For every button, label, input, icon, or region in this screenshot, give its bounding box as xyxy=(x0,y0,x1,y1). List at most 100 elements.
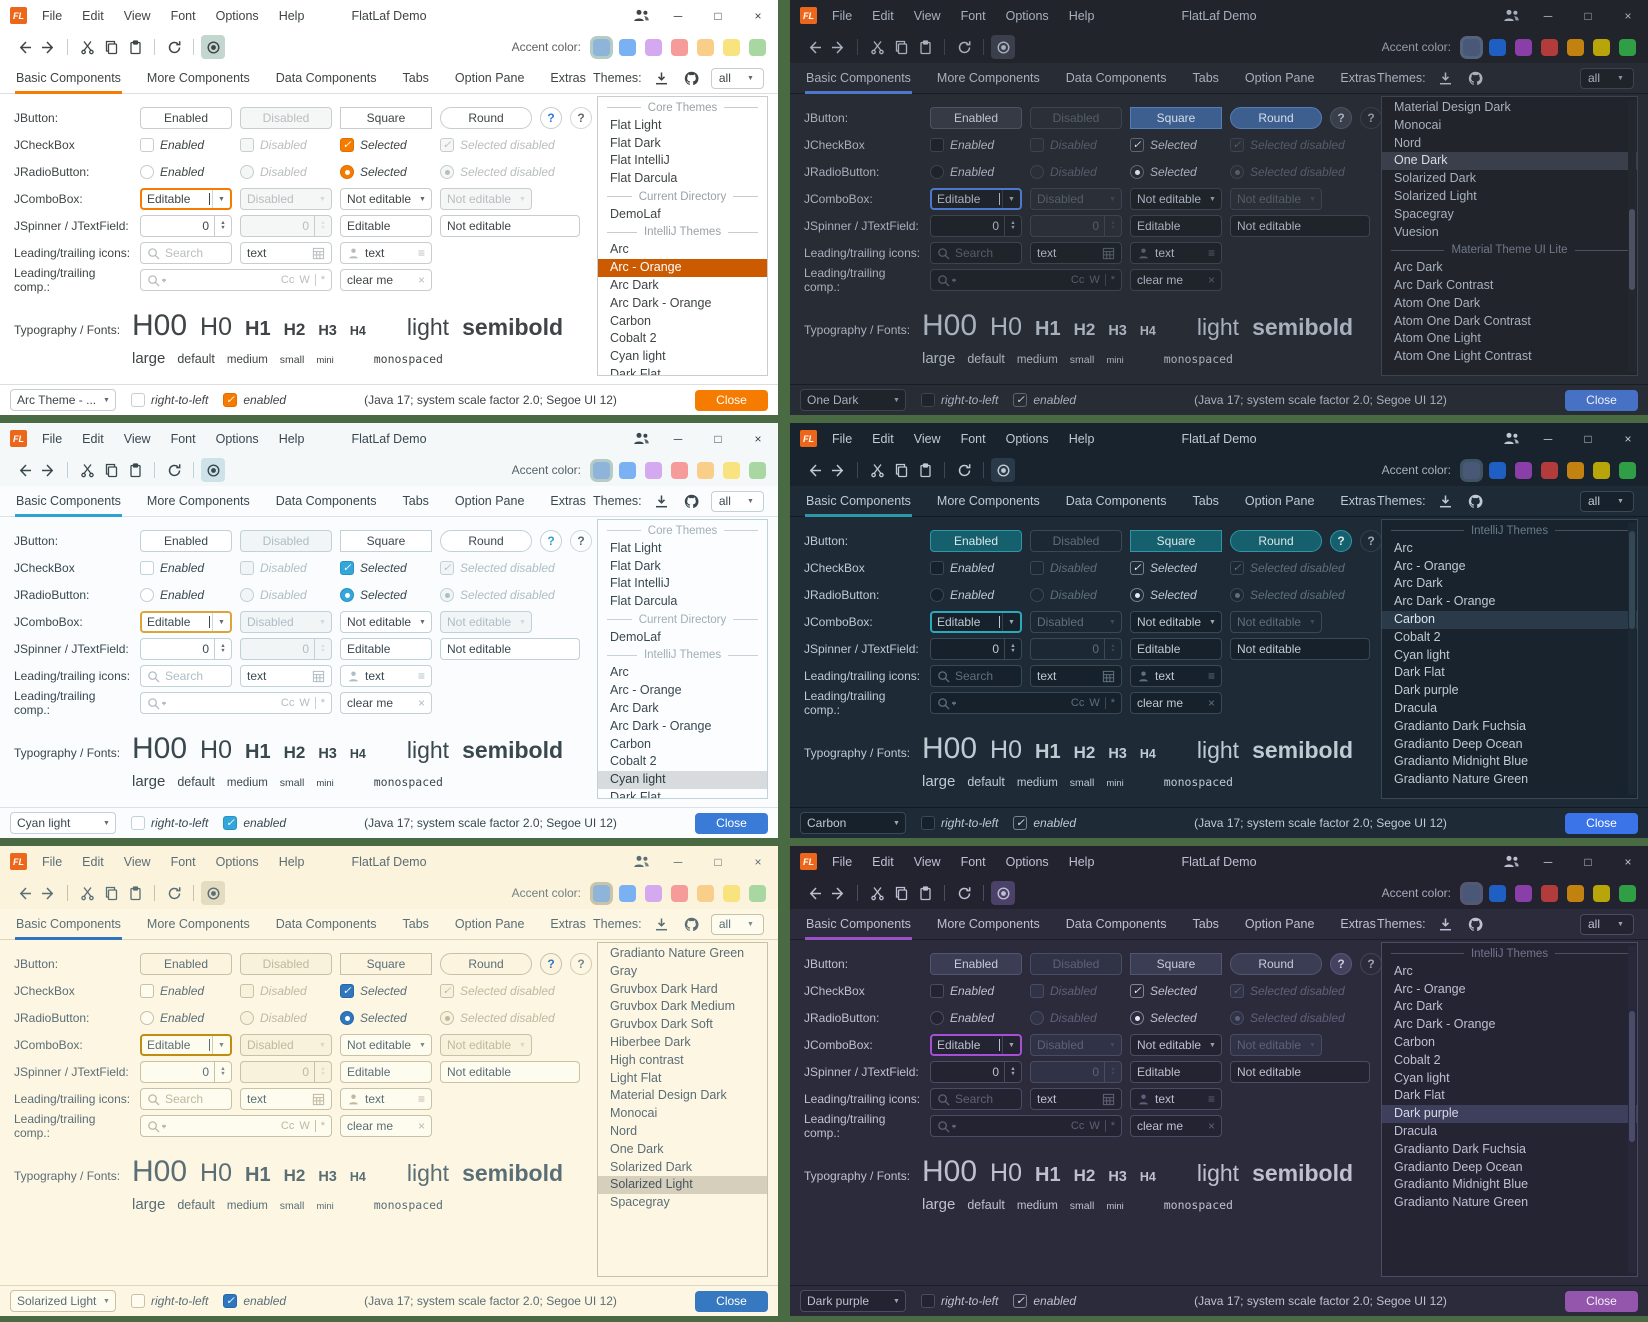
theme-list-item[interactable]: Atom One Light Contrast xyxy=(1394,349,1532,364)
accent-swatch[interactable] xyxy=(723,38,740,56)
theme-list-item[interactable]: Gruvbox Dark Soft xyxy=(610,1017,713,1032)
back-icon[interactable] xyxy=(12,458,36,482)
help-button[interactable]: ? xyxy=(1330,530,1352,552)
tab-extras[interactable]: Extras xyxy=(1340,71,1376,85)
search-options-input[interactable]: ▾ Cc W * xyxy=(930,269,1122,291)
forward-icon[interactable] xyxy=(826,881,850,905)
round-button[interactable]: Round xyxy=(440,107,532,129)
theme-list-item[interactable]: Nord xyxy=(1394,135,1422,150)
theme-selector-combo[interactable]: Arc Theme - ... ▼ xyxy=(10,389,116,411)
accent-swatch[interactable] xyxy=(723,461,740,479)
chevron-down-icon[interactable]: ▾ xyxy=(162,275,167,285)
text-input-calendar[interactable]: text xyxy=(240,665,332,687)
paste-icon[interactable] xyxy=(913,881,937,905)
help-button[interactable]: ? xyxy=(540,530,562,552)
users-icon[interactable] xyxy=(1494,846,1528,877)
whole-words-toggle[interactable]: W xyxy=(1089,1120,1100,1132)
radio-selected[interactable]: ✓Selected xyxy=(340,588,432,602)
text-input-calendar[interactable]: text xyxy=(1030,665,1122,687)
accent-swatch[interactable] xyxy=(1619,884,1636,902)
match-case-toggle[interactable]: Cc xyxy=(280,1120,295,1132)
radio-enabled[interactable]: ✓Enabled xyxy=(140,588,232,602)
enabled-checkbox[interactable]: ✓ enabled xyxy=(223,393,286,407)
tab-data-components[interactable]: Data Components xyxy=(1065,494,1167,508)
round-button[interactable]: Round xyxy=(440,953,532,975)
menu-view[interactable]: View xyxy=(123,854,151,869)
theme-list-item[interactable]: Dark purple xyxy=(1394,683,1459,698)
enabled-button[interactable]: Enabled xyxy=(140,107,232,129)
checkbox-selected[interactable]: ✓ Selected xyxy=(1130,138,1222,152)
scrollbar-thumb[interactable] xyxy=(1629,531,1635,630)
theme-list-item[interactable]: Gradianto Dark Fuchsia xyxy=(1394,718,1527,733)
theme-list-item[interactable]: Spacegray xyxy=(1394,206,1454,221)
paste-icon[interactable] xyxy=(913,35,937,59)
theme-list-item[interactable]: Flat Light xyxy=(610,540,662,555)
download-icon[interactable] xyxy=(1436,914,1456,934)
tab-option-pane[interactable]: Option Pane xyxy=(1244,917,1315,931)
back-icon[interactable] xyxy=(802,35,826,59)
theme-list-item[interactable]: Spacegray xyxy=(610,1195,670,1210)
paste-icon[interactable] xyxy=(913,458,937,482)
spinner-arrows-icon[interactable]: ▲ ▼ xyxy=(214,216,231,236)
accent-swatch[interactable] xyxy=(619,38,636,56)
theme-list-item[interactable]: Arc xyxy=(610,242,629,257)
theme-filter-combo[interactable]: all ▼ xyxy=(1580,490,1634,512)
close-window-button[interactable]: × xyxy=(1624,8,1632,23)
theme-list-item[interactable]: Cobalt 2 xyxy=(1394,1052,1441,1067)
tab-extras[interactable]: Extras xyxy=(1340,917,1376,931)
theme-list-item[interactable]: Dracula xyxy=(1394,700,1438,715)
tab-basic-components[interactable]: Basic Components xyxy=(15,909,122,940)
tab-tabs[interactable]: Tabs xyxy=(1192,71,1219,85)
theme-list-item[interactable]: Cobalt 2 xyxy=(1394,629,1441,644)
spinner[interactable]: 0 ▲ ▼ xyxy=(140,215,232,237)
accent-swatch[interactable] xyxy=(749,38,766,56)
enabled-checkbox[interactable]: ✓ enabled xyxy=(1013,816,1076,830)
menu-view[interactable]: View xyxy=(123,431,151,446)
users-icon[interactable] xyxy=(624,423,658,454)
textfield-not-editable[interactable]: Not editable xyxy=(1230,215,1370,237)
text-input-calendar[interactable]: text xyxy=(1030,242,1122,264)
tab-data-components[interactable]: Data Components xyxy=(1065,917,1167,931)
square-button[interactable]: Square xyxy=(340,953,432,975)
square-button[interactable]: Square xyxy=(1130,107,1222,129)
theme-list-item[interactable]: Arc Dark - Orange xyxy=(1394,594,1496,609)
forward-icon[interactable] xyxy=(36,881,60,905)
tab-extras[interactable]: Extras xyxy=(550,494,586,508)
menu-help[interactable]: Help xyxy=(1068,431,1095,446)
tab-extras[interactable]: Extras xyxy=(550,71,586,85)
maximize-button[interactable]: □ xyxy=(1584,8,1592,23)
menu-help[interactable]: Help xyxy=(278,431,305,446)
enabled-button[interactable]: Enabled xyxy=(140,530,232,552)
theme-list-item[interactable]: Arc xyxy=(1394,963,1413,978)
text-input-user-list[interactable]: text ≡ xyxy=(340,665,432,687)
radio-selected[interactable]: ✓Selected xyxy=(340,165,432,179)
spinner-arrows-icon[interactable]: ▲ ▼ xyxy=(1004,216,1021,236)
tab-more-components[interactable]: More Components xyxy=(936,494,1040,508)
chevron-down-icon[interactable]: ▼ xyxy=(212,1036,230,1054)
menu-font[interactable]: Font xyxy=(170,431,196,446)
theme-list-item[interactable]: Carbon xyxy=(610,313,651,328)
theme-list-item[interactable]: Carbon xyxy=(1394,1034,1435,1049)
copy-icon[interactable] xyxy=(99,881,123,905)
accent-swatch[interactable] xyxy=(749,461,766,479)
accent-swatch[interactable] xyxy=(1619,38,1636,56)
right-to-left-checkbox[interactable]: ✓right-to-left xyxy=(131,816,208,830)
theme-list-item[interactable]: Solarized Dark xyxy=(1394,171,1476,186)
text-input-user-list[interactable]: text ≡ xyxy=(340,242,432,264)
tab-tabs[interactable]: Tabs xyxy=(402,494,429,508)
clear-icon[interactable]: × xyxy=(1207,273,1215,287)
scrollbar-thumb[interactable] xyxy=(1629,1011,1635,1143)
radio-selected[interactable]: ✓Selected xyxy=(1130,165,1222,179)
accent-swatch[interactable] xyxy=(749,884,766,902)
square-button[interactable]: Square xyxy=(1130,530,1222,552)
refresh-icon[interactable] xyxy=(162,458,186,482)
help-button[interactable]: ? xyxy=(1330,953,1352,975)
download-icon[interactable] xyxy=(1436,68,1456,88)
theme-filter-combo[interactable]: all ▼ xyxy=(710,913,764,935)
checkbox-enabled[interactable]: ✓Enabled xyxy=(140,138,232,152)
tab-basic-components[interactable]: Basic Components xyxy=(805,63,912,94)
theme-list-item[interactable]: Arc - Orange xyxy=(610,683,682,698)
match-case-toggle[interactable]: Cc xyxy=(1070,1120,1085,1132)
accent-swatch[interactable] xyxy=(1515,461,1532,479)
theme-list-item[interactable]: Arc - Orange xyxy=(1394,981,1466,996)
